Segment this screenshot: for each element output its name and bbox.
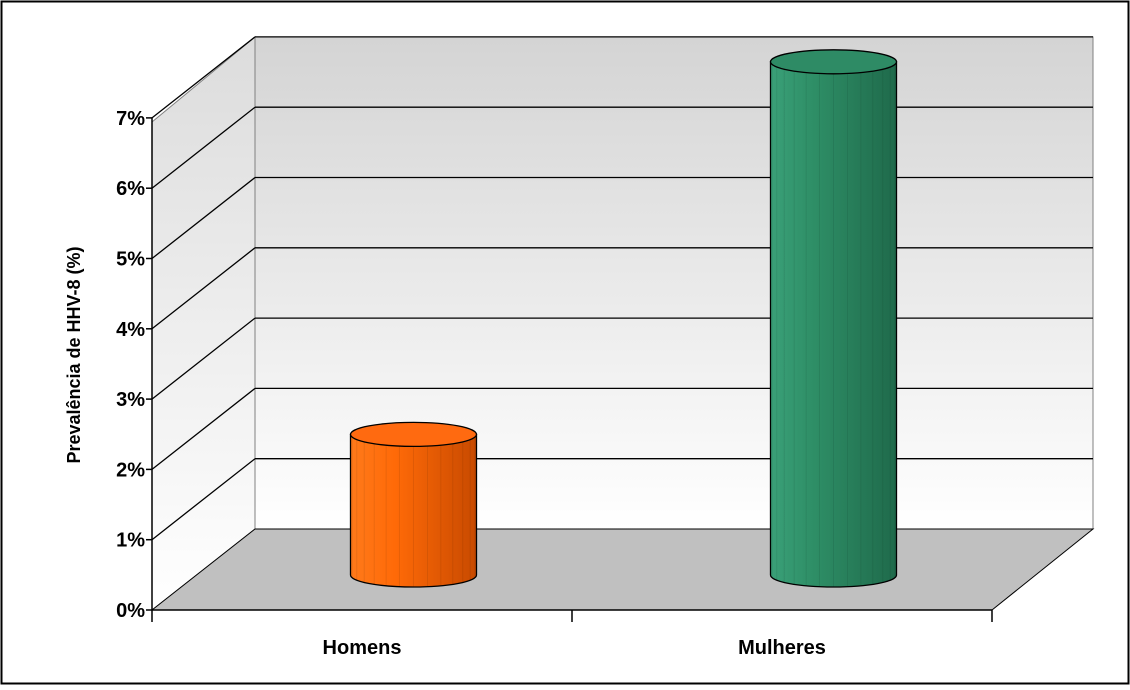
y-tick-label: 2%: [116, 459, 145, 481]
floor: [150, 528, 1095, 611]
x-category-label: Homens: [323, 637, 402, 659]
gridline-side: [151, 36, 256, 119]
y-tick-label: 4%: [116, 319, 145, 341]
bar-mulheres: [769, 49, 898, 588]
bar-body: [769, 61, 898, 588]
x-category-label: Mulheres: [738, 637, 826, 659]
gridline-side: [151, 106, 256, 189]
gridline-side: [151, 387, 256, 470]
gridline-side: [151, 458, 256, 541]
gridline-side: [151, 176, 256, 260]
side-wall: [151, 35, 256, 612]
bars-layer: [349, 49, 898, 588]
y-tick-label: 0%: [116, 600, 145, 622]
axis-layer: 0% 1% 2% 3% 4% 5% 6% 7% Homens Mulheres: [116, 108, 993, 659]
bar-homens: [349, 421, 478, 588]
bar-top: [349, 421, 478, 448]
bar-top: [769, 49, 898, 75]
y-tick-label: 5%: [116, 249, 145, 271]
grid-layer: [151, 36, 1093, 541]
y-axis-title: Prevalência de HHV-8 (%): [64, 246, 84, 463]
bar-body: [349, 433, 478, 588]
y-tick-label: 7%: [116, 108, 145, 130]
y-tick-label: 1%: [116, 530, 145, 552]
y-tick-label: 6%: [116, 178, 145, 200]
gridline-side: [151, 317, 256, 400]
y-tick-label: 3%: [116, 389, 145, 411]
gridline-side: [151, 247, 256, 330]
